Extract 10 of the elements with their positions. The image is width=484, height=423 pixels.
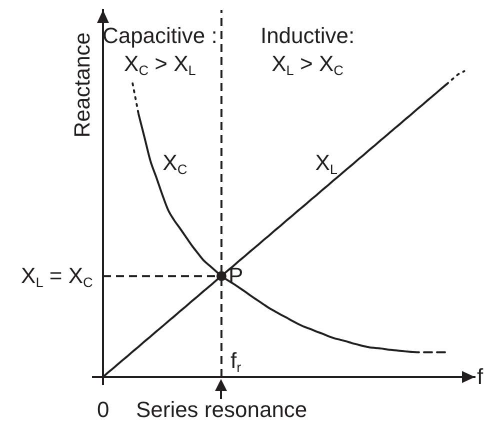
annotation: Inductive: X$_{L}$ > X$_{C}$ [260,22,355,78]
x-tick-label: Series resonance [136,396,308,423]
y-axis-title: Reactance [68,32,96,138]
series-label: X$_{L}$ [315,148,338,177]
series-label: X$_{C}$ [162,148,188,177]
ref-line-label: f$_{r}$ [230,347,242,376]
x-axis-title: f [477,363,484,391]
ref-line-label: X$_{L}$ = X$_{C}$ [21,262,93,290]
annotation: Capacitive : X$_{C}$ > X$_{L}$ [102,22,218,78]
x-tick-label: 0 [97,396,110,423]
